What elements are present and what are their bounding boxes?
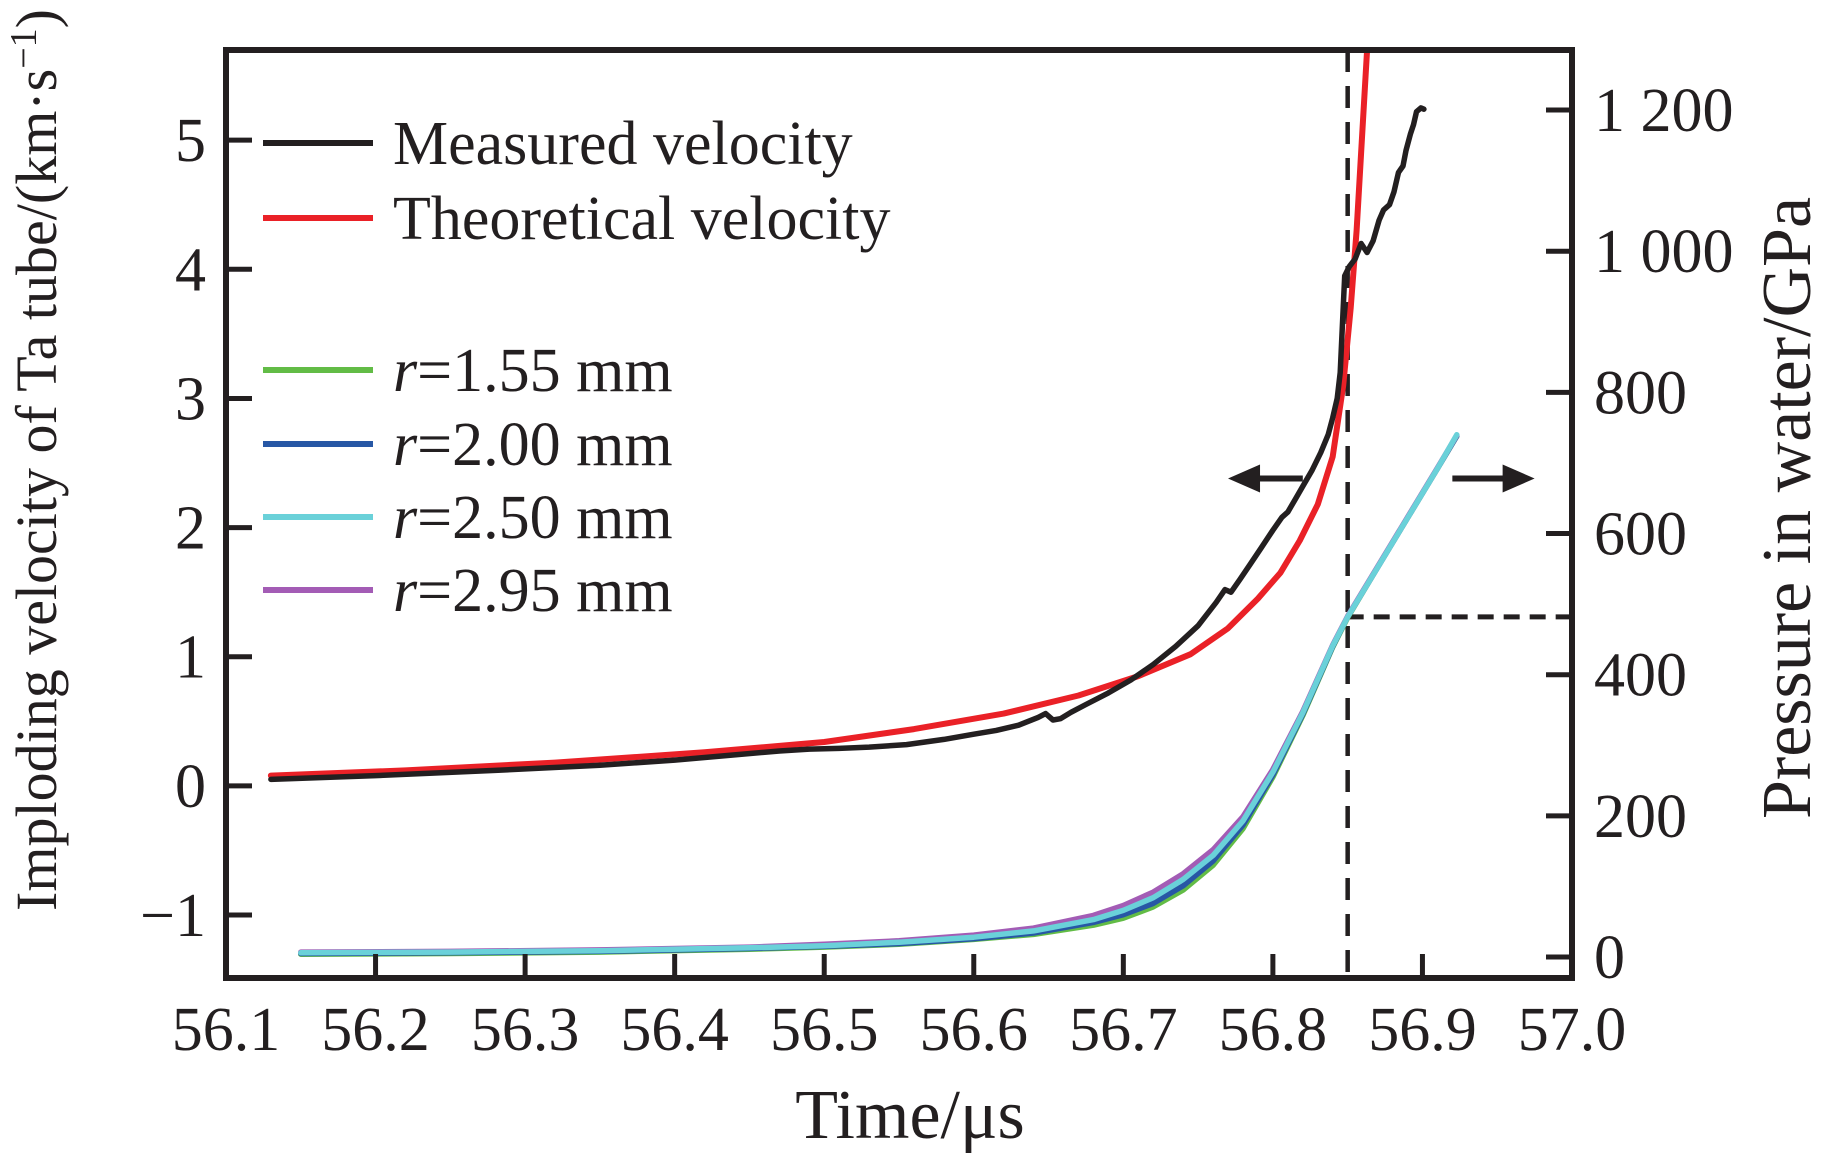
- legend-label-italic: r: [393, 411, 418, 479]
- x-tick-label: 56.2: [321, 996, 430, 1064]
- legend-label: Theoretical velocity: [393, 185, 890, 253]
- legend-label-text: =1.55 mm: [417, 337, 672, 405]
- x-tick-label: 56.3: [471, 996, 580, 1064]
- left-tick-label: 1: [175, 624, 206, 692]
- plot-frame: [223, 47, 1575, 981]
- legend-item: r=2.50 mm: [263, 484, 673, 552]
- left-axis-arrow-head: [1228, 464, 1261, 493]
- plot-frame-layer: [223, 47, 1575, 981]
- velocity-curve-theoretical-velocity: [267, 50, 1371, 779]
- x-tick-label: 56.7: [1069, 996, 1178, 1064]
- legend-label: r=2.00 mm: [393, 411, 673, 479]
- x-tick-label: 56.8: [1219, 996, 1328, 1064]
- x-tick-label: 56.1: [172, 996, 281, 1064]
- legend-label-text: =2.00 mm: [417, 411, 672, 479]
- legend-label-italic: r: [393, 557, 418, 625]
- legend-label: r=1.55 mm: [393, 337, 673, 405]
- velocity-curve-measured-velocity: [268, 105, 1427, 783]
- left-tick-label: 5: [175, 107, 206, 175]
- right-tick-label: 0: [1594, 924, 1625, 992]
- right-tick-label: 1 000: [1594, 218, 1734, 286]
- left-axis-title: Imploding velocity of Ta tube/(km·s−1): [3, 9, 69, 911]
- legend-item: Theoretical velocity: [263, 185, 890, 253]
- legend-item: r=2.95 mm: [263, 557, 673, 625]
- left-axis-title-superscript: −1: [3, 28, 45, 68]
- legend-label-text: Measured velocity: [393, 110, 853, 178]
- left-tick-label: 2: [175, 495, 206, 563]
- left-axis-title-main: Imploding velocity of Ta tube/(km·s: [4, 69, 69, 911]
- left-tick-label: −1: [140, 882, 206, 950]
- legend-label: r=2.50 mm: [393, 484, 673, 552]
- curve-layer: [267, 50, 1460, 957]
- right-axis-title: Pressure in water/GPa: [1749, 197, 1826, 819]
- x-tick-label: 57.0: [1518, 996, 1627, 1064]
- tick-layer: 56.1 56.2 56.3 56.4 56.5 56.6 56.7 56.8 56.9 57.0…: [140, 77, 1733, 1064]
- right-tick-label: 600: [1594, 501, 1687, 569]
- x-tick-label: 56.4: [620, 996, 729, 1064]
- legend-label-italic: r: [393, 484, 418, 552]
- crosshair-layer: [1345, 50, 1572, 978]
- legend-label: r=2.95 mm: [393, 557, 673, 625]
- left-axis-title-close: ): [4, 9, 69, 28]
- legend-label-text: =2.50 mm: [417, 484, 672, 552]
- legend-item: r=2.00 mm: [263, 411, 673, 479]
- right-tick-label: 200: [1594, 783, 1687, 851]
- legend-item: r=1.55 mm: [263, 337, 673, 405]
- pressure-curve-r-2.50-mm: [298, 431, 1460, 956]
- axis-arrow-layer: [1228, 464, 1535, 493]
- legend-label: Measured velocity: [393, 110, 853, 178]
- x-tick-label: 56.9: [1368, 996, 1477, 1064]
- x-tick-label: 56.6: [920, 996, 1029, 1064]
- left-tick-label: 4: [175, 236, 206, 304]
- right-tick-label: 1 200: [1594, 77, 1734, 145]
- legend-label-italic: r: [393, 337, 418, 405]
- legend-label-text: =2.95 mm: [417, 557, 672, 625]
- left-tick-label: 3: [175, 365, 206, 433]
- left-tick-label: 0: [175, 753, 206, 821]
- right-tick-label: 400: [1594, 642, 1687, 710]
- right-tick-label: 800: [1594, 359, 1687, 427]
- x-axis-title: Time/μs: [795, 1077, 1024, 1154]
- x-tick-label: 56.5: [770, 996, 879, 1064]
- legend-item: Measured velocity: [263, 110, 853, 178]
- legend-label-text: Theoretical velocity: [393, 185, 890, 253]
- right-axis-arrow-head: [1502, 464, 1535, 493]
